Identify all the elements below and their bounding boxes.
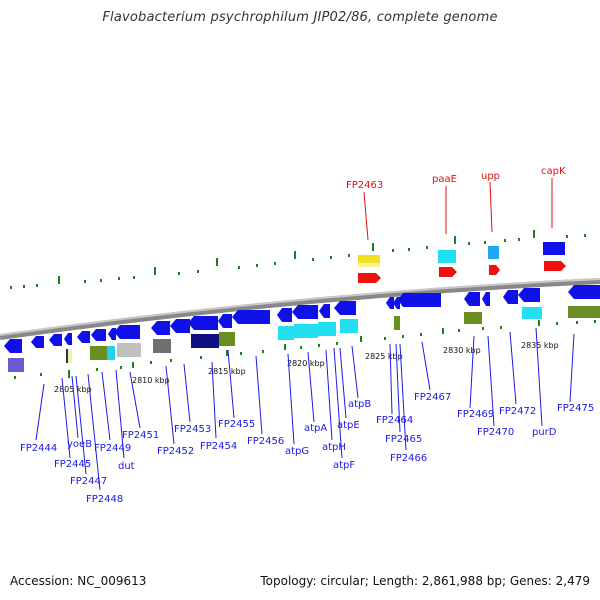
feature-fp2463-red[interactable] [358,273,381,283]
gene-label-atpe: atpE [337,420,360,431]
forward-strand-features [358,242,566,283]
feature-upp-red[interactable] [489,265,500,275]
gene-label-paae: paaE [432,174,457,185]
gene-label-atpa: atpA [304,423,327,434]
axis-label-2815: 2815 kbp [208,367,246,376]
gene-label-fp2454: FP2454 [200,441,237,452]
feature-paae-cyan[interactable] [438,250,456,263]
map-title: Flavobacterium psychrophilum JIP02/86, c… [102,10,498,25]
upper-track-ticks [10,230,586,289]
feature-capk-red[interactable] [544,261,566,271]
lower-track-ticks [14,320,596,379]
gene-label-fp2453: FP2453 [174,424,211,435]
feature-paae-red[interactable] [439,267,457,277]
gene-label-atpb: atpB [348,399,371,410]
gene-label-atpg: atpG [285,446,309,457]
gene-label-fp2455: FP2455 [218,419,255,430]
gene-label-purd: purD [532,427,557,438]
gene-label-fp2447: FP2447 [70,476,107,487]
gene-label-atpf: atpF [333,460,355,471]
gene-label-fp2466: FP2466 [390,453,427,464]
axis-label-2825: 2825 kbp [365,352,403,361]
red-leader-lines [363,178,553,241]
gene-label-fp2448: FP2448 [86,494,123,505]
gene-label-fp2464: FP2464 [376,415,413,426]
gene-label-fp2465: FP2465 [385,434,422,445]
gene-label-fp2451: FP2451 [122,430,159,441]
gene-label-dut: dut [118,461,135,472]
gene-label-fp2452: FP2452 [157,446,194,457]
axis-label-2810: 2810 kbp [132,376,170,385]
axis-label-2830: 2830 kbp [443,346,481,355]
reverse-strand-features [4,285,600,353]
gene-label-fp2445: FP2445 [54,459,91,470]
red-gene-labels: FP2463 paaE upp capK [346,166,566,191]
blue-gene-labels: FP2444 FP2445 yoeB FP2447 FP2448 FP2449 … [20,392,594,505]
feature-capk-blue[interactable] [543,242,565,255]
gene-label-fp2470: FP2470 [477,427,514,438]
genome-summary-text: Topology: circular; Length: 2,861,988 bp… [260,574,590,588]
reverse-strand-colored-boxes [8,306,600,372]
feature-upp-cyan[interactable] [488,246,499,259]
feature-fp2463-yellow[interactable] [358,255,380,263]
gene-label-fp2456: FP2456 [247,436,284,447]
gene-label-fp2449: FP2449 [94,443,131,454]
gene-label-upp: upp [481,171,500,182]
gene-label-atph: atpH [322,442,346,453]
accession-text: Accession: NC_009613 [10,574,147,588]
gene-label-fp2469: FP2469 [457,409,494,420]
axis-label-2835: 2835 kbp [521,341,559,350]
blue-leader-lines [35,327,575,491]
gene-label-fp2467: FP2467 [414,392,451,403]
gene-label-fp2475: FP2475 [557,403,594,414]
genome-backbone [0,278,600,340]
gene-label-capk: capK [541,166,566,177]
gene-label-fp2463: FP2463 [346,180,383,191]
axis-label-2820: 2820 kbp [287,359,325,368]
gene-label-yoeb: yoeB [67,439,92,450]
gene-label-fp2444: FP2444 [20,443,57,454]
gene-label-fp2472: FP2472 [499,406,536,417]
